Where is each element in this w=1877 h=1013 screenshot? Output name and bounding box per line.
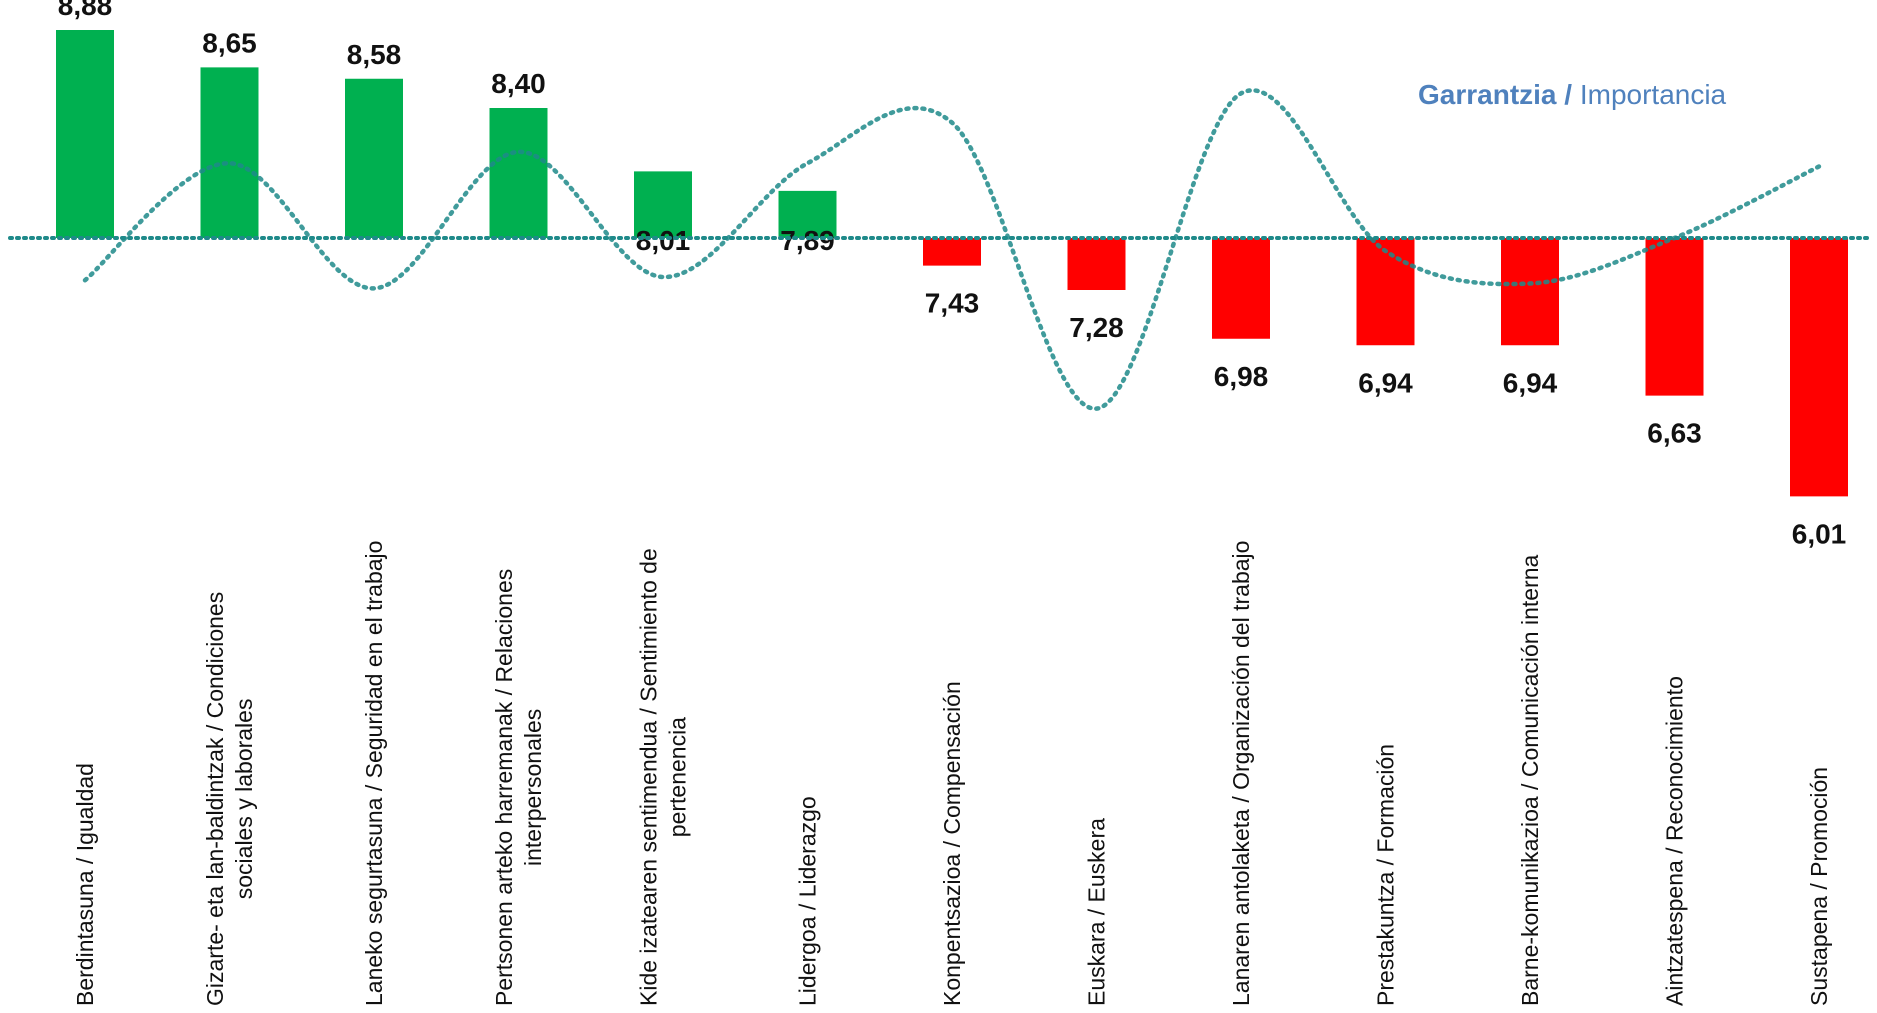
category-label-4-line-1: pertenencia [665,717,691,837]
bar-10 [1501,238,1559,346]
category-labels-group: Berdintasuna / Igualdad Gizarte- eta lan-… [72,541,1832,1006]
category-label-9: Prestakuntza / Formación [1373,744,1399,1006]
category-label-1-line-1: sociales y laborales [231,699,257,900]
value-label-3: 8,40 [491,68,546,99]
value-labels-group: 8,88 8,65 8,58 8,40 8,01 7,89 7,43 7,28 6,98 6,94… [58,0,1847,549]
value-label-1: 8,65 [202,27,257,58]
category-label-11-line-0: Aintzatespena / Reconocimiento [1662,676,1688,1006]
value-label-4: 8,01 [636,225,691,256]
value-label-0: 8,88 [58,0,113,21]
value-label-9: 6,94 [1358,367,1413,398]
category-label-6-line-0: Konpentsazioa / Compensación [939,681,965,1006]
category-label-3: Pertsonen arteko harremanak / Relaciones… [491,569,546,1006]
category-label-12-line-0: Sustapena / Promoción [1806,767,1832,1006]
category-label-4: Kide izatearen sentimendua / Sentimiento… [636,548,691,1006]
category-label-2-line-0: Laneko segurtasuna / Seguridad en el tra… [361,541,387,1006]
bar-4 [634,171,692,238]
category-label-11: Aintzatespena / Reconocimiento [1662,676,1688,1006]
category-label-3-line-0: Pertsonen arteko harremanak / Relaciones [491,569,517,1006]
category-label-2: Laneko segurtasuna / Seguridad en el tra… [361,541,387,1006]
value-label-8: 6,98 [1214,361,1269,392]
bar-7 [1067,238,1126,290]
bar-2 [345,78,403,238]
value-label-10: 6,94 [1503,367,1558,398]
category-label-12: Sustapena / Promoción [1806,767,1832,1006]
category-label-10: Barne-komunikazioa / Comunicación intern… [1517,555,1543,1006]
bar-9 [1356,238,1415,346]
bar-11 [1645,238,1704,396]
category-label-8: Lanaren antolaketa / Organización del tr… [1228,541,1254,1006]
importance-curve-group [82,88,1822,411]
category-label-4-line-0: Kide izatearen sentimendua / Sentimiento… [636,548,662,1006]
legend-bold-text: Garrantzia / [1418,79,1573,110]
category-label-0-line-0: Berdintasuna / Igualdad [72,763,98,1006]
bar-0 [56,30,114,238]
category-label-5-line-0: Lidergoa / Liderazgo [795,796,821,1006]
bar-8 [1212,238,1270,339]
category-label-9-line-0: Prestakuntza / Formación [1373,744,1399,1006]
category-label-1: Gizarte- eta lan-baldintzak / Condicione… [202,592,257,1006]
category-label-0: Berdintasuna / Igualdad [72,763,98,1006]
category-label-7-line-0: Euskara / Euskera [1084,818,1110,1006]
value-label-12: 6,01 [1792,518,1847,549]
category-label-7: Euskara / Euskera [1084,818,1110,1006]
bar-3 [489,108,548,238]
value-label-5: 7,89 [780,225,835,256]
category-label-3-line-1: interpersonales [520,709,546,866]
value-label-11: 6,63 [1647,418,1702,449]
bar-1 [200,67,259,238]
legend-light-text: Importancia [1572,79,1727,110]
bars-group [56,30,1848,497]
value-label-6: 7,43 [925,288,980,319]
category-label-6: Konpentsazioa / Compensación [939,681,965,1006]
category-label-10-line-0: Barne-komunikazioa / Comunicación intern… [1517,555,1543,1006]
bar-5 [778,190,837,238]
value-label-7: 7,28 [1069,312,1124,343]
value-label-2: 8,58 [347,39,402,70]
importance-curve [82,88,1822,411]
legend: Garrantzia / Importancia [1418,79,1726,111]
bar-6 [923,238,981,266]
category-label-8-line-0: Lanaren antolaketa / Organización del tr… [1228,541,1254,1006]
bar-12 [1790,238,1848,497]
category-label-1-line-0: Gizarte- eta lan-baldintzak / Condicione… [202,592,228,1006]
category-label-5: Lidergoa / Liderazgo [795,796,821,1006]
